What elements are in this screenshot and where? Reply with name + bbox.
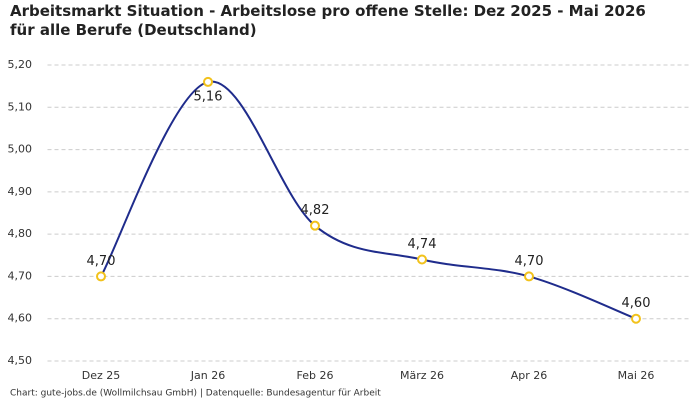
y-tick-label: 4,50 [8,354,33,367]
source-note: Chart: gute-jobs.de (Wollmilchsau GmbH) … [10,389,381,399]
x-tick-label: Jan 26 [190,369,225,382]
x-tick-label: Dez 25 [82,369,121,382]
data-label: 4,70 [515,254,544,269]
line [100,80,637,320]
data-label: 4,74 [408,237,437,252]
y-tick-label: 4,70 [8,269,33,282]
y-tick-label: 4,60 [8,312,33,325]
y-tick-label: 5,10 [8,100,33,113]
marker [310,220,320,231]
data-label: 4,82 [301,203,330,218]
data-label: 4,60 [622,296,651,311]
marker [203,76,213,87]
data-label: 5,16 [194,89,223,104]
chart-title: Arbeitsmarkt Situation - Arbeitslose pro… [10,2,646,39]
data-label: 4,70 [87,254,116,269]
y-tick-label: 5,00 [8,143,33,156]
marker [631,313,641,324]
y-tick-label: 5,20 [8,58,33,71]
marker [96,271,106,282]
marker [417,254,427,265]
marker [524,271,534,282]
y-tick-label: 4,90 [8,185,33,198]
x-tick-label: Apr 26 [511,369,548,382]
x-tick-label: Mai 26 [618,369,655,382]
y-tick-label: 4,80 [8,227,33,240]
x-tick-label: Feb 26 [297,369,334,382]
x-tick-label: März 26 [400,369,444,382]
